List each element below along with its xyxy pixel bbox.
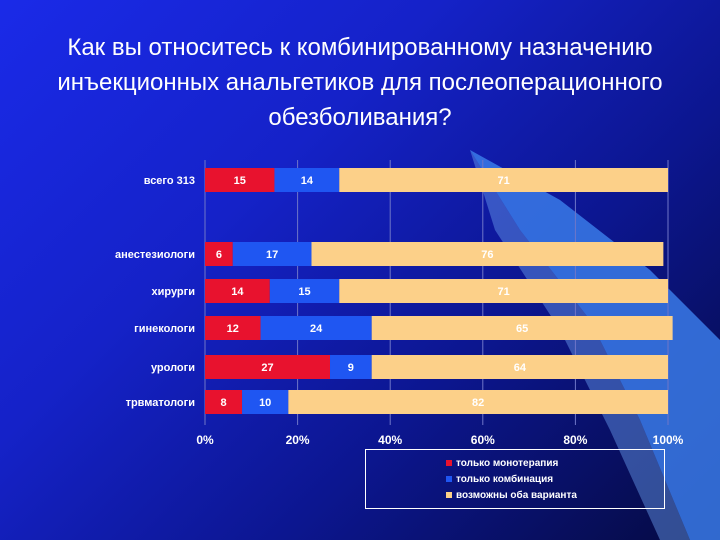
data-label: 71 [498,286,510,298]
category-label: анестезиологи [115,249,195,261]
legend-item-combo: только комбинация [446,471,664,487]
data-label: 14 [301,175,314,187]
legend-swatch-mono [446,460,452,466]
legend-swatch-combo [446,476,452,482]
legend-swatch-both [446,492,452,498]
x-tick-label: 0% [196,433,214,447]
data-label: 14 [231,286,244,298]
legend-label-both: возможны оба варианта [456,489,577,501]
data-label: 15 [234,175,246,187]
bar-segment-mono [205,390,243,414]
category-label: хирурги [152,286,196,298]
bar-segment-mono [205,355,331,379]
data-label: 15 [298,286,310,298]
bar-segment-both [288,390,668,414]
bar-segment-mono [205,242,233,266]
bar-segment-both [371,355,668,379]
x-tick-label: 20% [286,433,310,447]
bar-segment-mono [205,279,270,303]
data-label: 82 [472,397,484,409]
legend-item-both: возможны оба варианта [446,487,664,503]
x-tick-label: 80% [563,433,587,447]
legend-label-mono: только монотерапия [456,457,559,469]
category-label: урологи [151,362,195,374]
legend-item-mono: только монотерапия [446,455,664,471]
chart-legend: только монотерапия только комбинация воз… [365,449,665,509]
data-label: 27 [261,362,273,374]
category-label: трвматологи [126,397,195,409]
bar-segment-combo [232,242,312,266]
bar-segment-combo [330,355,372,379]
category-label: гинекологи [134,323,195,335]
data-label: 24 [310,323,323,335]
bar-segment-mono [205,168,275,192]
bar-segment-combo [269,279,340,303]
data-label: 9 [348,362,354,374]
category-label: всего 313 [144,175,195,187]
bar-segment-combo [242,390,289,414]
data-label: 8 [220,397,226,409]
chart-title: Как вы относитесь к комбинированному наз… [57,34,663,131]
bar-segment-combo [274,168,340,192]
bar-segment-both [311,242,664,266]
data-label: 71 [498,175,510,187]
legend-label-combo: только комбинация [456,473,554,485]
data-label: 65 [516,323,528,335]
x-tick-label: 100% [653,433,684,447]
bar-segment-both [371,316,673,340]
bar-segment-both [339,279,668,303]
bar-segment-both [339,168,668,192]
data-label: 17 [266,249,278,261]
data-label: 6 [216,249,222,261]
x-tick-label: 40% [378,433,402,447]
data-label: 10 [259,397,271,409]
data-label: 64 [514,362,527,374]
bar-segment-mono [205,316,261,340]
bar-segment-combo [260,316,372,340]
data-label: 12 [227,323,239,335]
x-tick-label: 60% [471,433,495,447]
data-label: 76 [481,249,493,261]
